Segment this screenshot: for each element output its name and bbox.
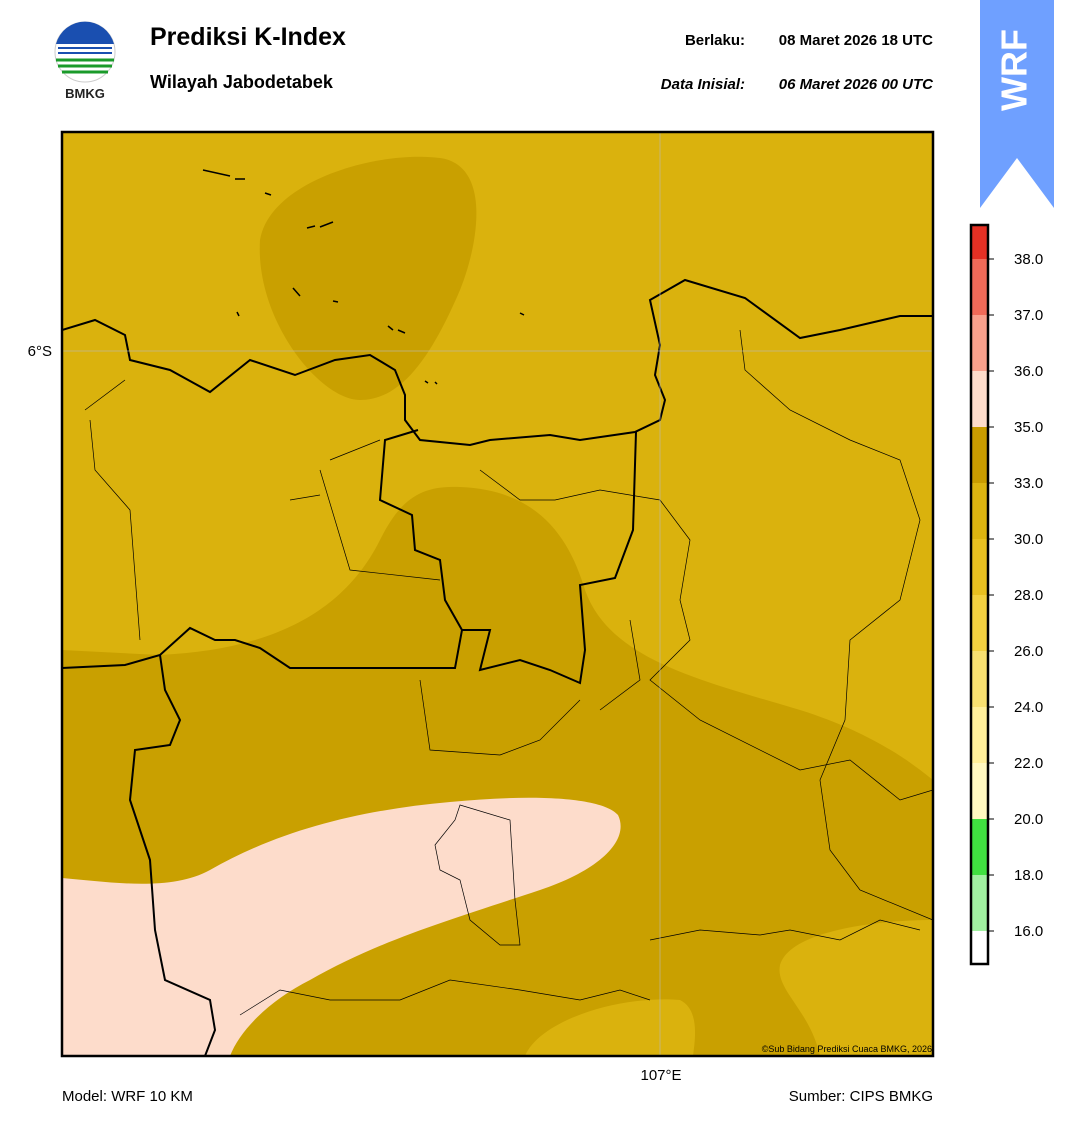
colorbar-segment: [971, 483, 988, 539]
colorbar-segment: [971, 819, 988, 875]
badge: [980, 0, 1054, 208]
colorbar-tick-label: 20.0: [1014, 811, 1043, 828]
colorbar-segment: [971, 427, 988, 483]
colorbar: 16.0 18.0 20.0 22.0 24.0 26.0 28.0 30.0 33.0 35.0…: [969, 223, 1043, 966]
colorbar-segment: [971, 875, 988, 931]
init-label: Data Inisial:: [661, 76, 745, 93]
colorbar-tick-label: 38.0: [1014, 251, 1043, 268]
colorbar-segment: [971, 651, 988, 707]
badge-text: WRF: [994, 29, 1035, 111]
colorbar-tick-label: 30.0: [1014, 531, 1043, 548]
init-time: 06 Maret 2026 00 UTC: [779, 76, 934, 93]
footer-source: Sumber: CIPS BMKG: [789, 1088, 933, 1105]
colorbar-segment: [971, 931, 988, 964]
colorbar-segment: [971, 371, 988, 427]
subtitle: Wilayah Jabodetabek: [150, 72, 334, 92]
footer-model: Model: WRF 10 KM: [62, 1088, 193, 1105]
credit: ©Sub Bidang Prediksi Cuaca BMKG, 2026: [762, 1044, 932, 1054]
colorbar-tick-label: 37.0: [1014, 307, 1043, 324]
logo: BMKG: [54, 21, 116, 101]
colorbar-tick-label: 36.0: [1014, 363, 1043, 380]
valid-label: Berlaku:: [685, 32, 745, 49]
colorbar-tick-label: 33.0: [1014, 475, 1043, 492]
title: Prediksi K-Index: [150, 23, 346, 51]
colorbar-segment: [971, 763, 988, 819]
valid-time: 08 Maret 2026 18 UTC: [779, 32, 933, 49]
colorbar-tick-label: 28.0: [1014, 587, 1043, 604]
colorbar-segment: [971, 539, 988, 595]
colorbar-tick-label: 24.0: [1014, 699, 1043, 716]
colorbar-segment: [971, 707, 988, 763]
map-frame: [60, 130, 935, 1058]
colorbar-segment: [971, 595, 988, 651]
lon-label: 107°E: [640, 1067, 681, 1084]
colorbar-segment: [971, 315, 988, 371]
colorbar-tick-label: 22.0: [1014, 755, 1043, 772]
colorbar-tick-label: 35.0: [1014, 419, 1043, 436]
colorbar-tick-label: 26.0: [1014, 643, 1043, 660]
colorbar-segment: [971, 259, 988, 315]
logo-text: BMKG: [65, 86, 105, 101]
lat-label: 6°S: [28, 343, 52, 360]
colorbar-tick-label: 16.0: [1014, 923, 1043, 940]
colorbar-tick-label: 18.0: [1014, 867, 1043, 884]
map: ©Sub Bidang Prediksi Cuaca BMKG, 2026: [62, 132, 933, 1056]
colorbar-segment: [971, 225, 988, 259]
